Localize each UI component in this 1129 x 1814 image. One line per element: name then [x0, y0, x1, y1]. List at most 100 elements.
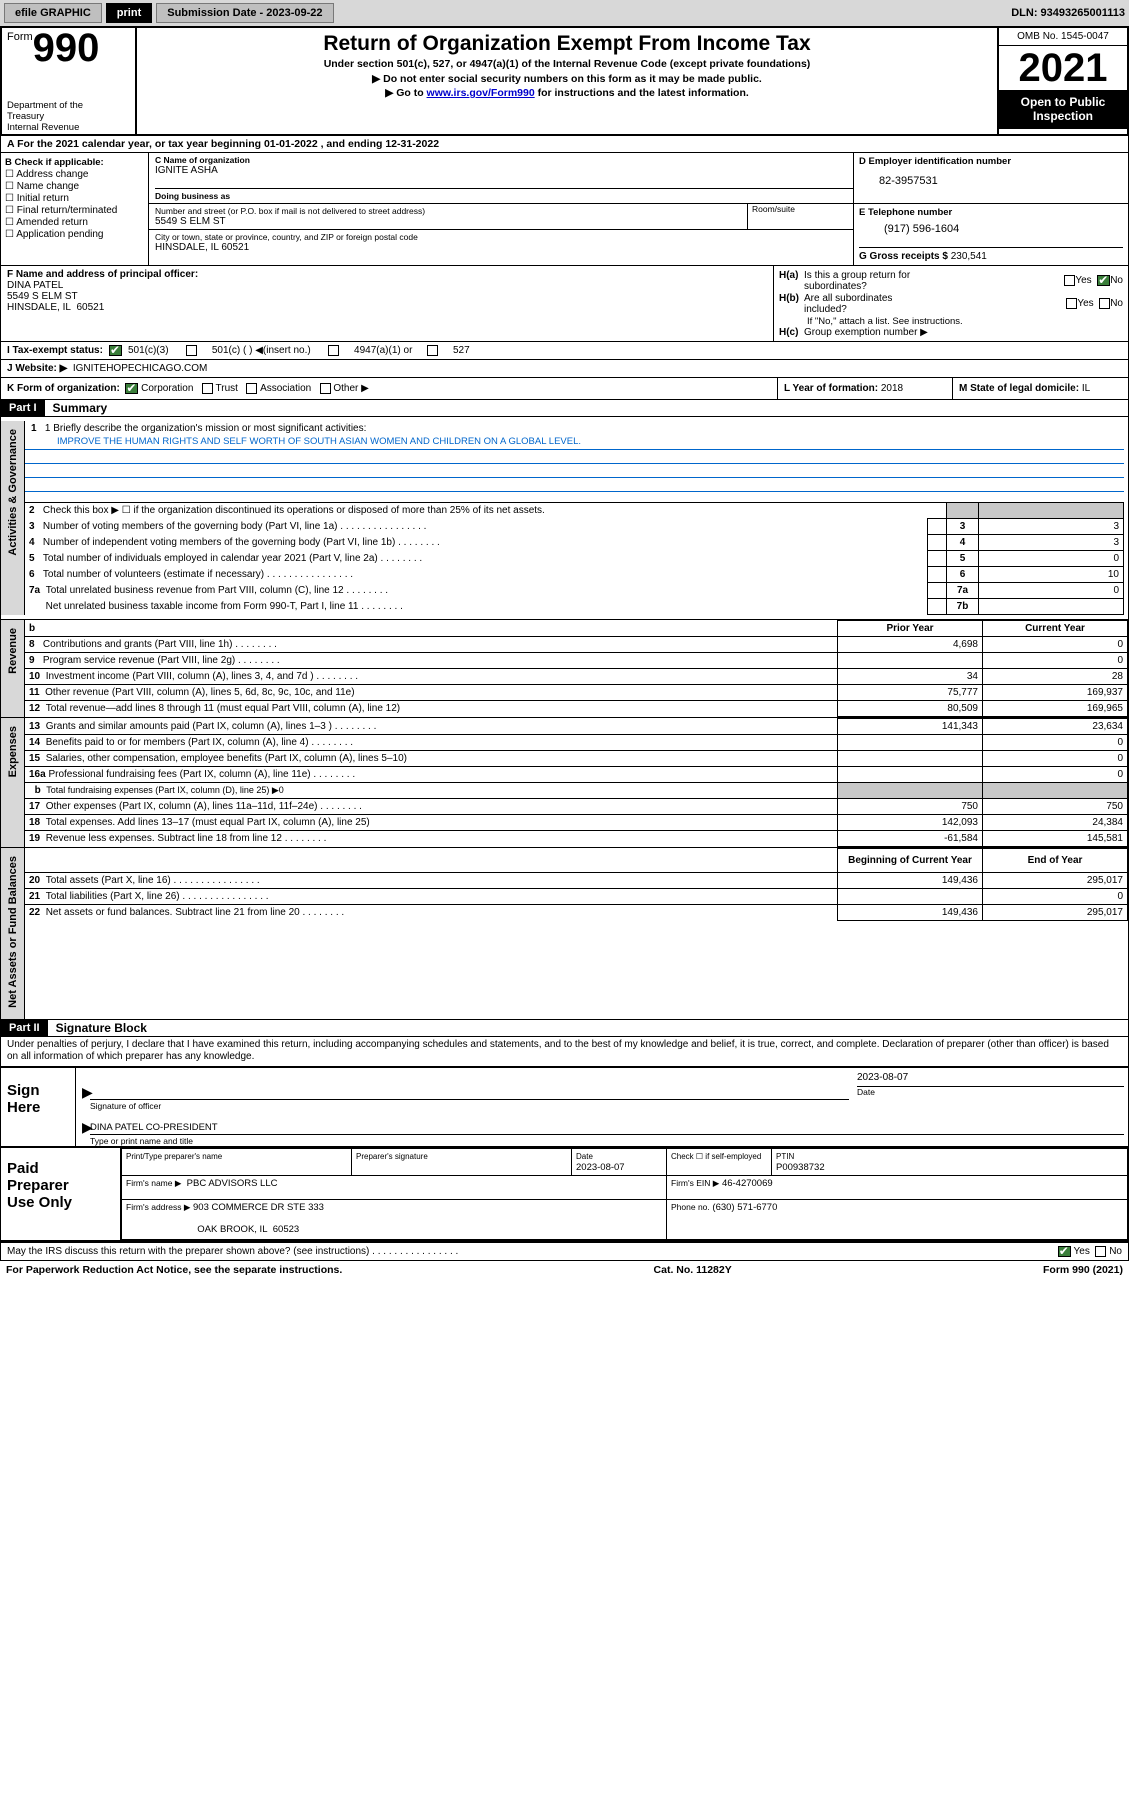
omb-number: OMB No. 1545-0047 — [999, 28, 1127, 46]
klm-row: K Form of organization: Corporation Trus… — [0, 378, 1129, 400]
chk-corporation[interactable] — [125, 383, 138, 394]
k-label: K Form of organization: — [7, 383, 120, 394]
table-row: 17 Other expenses (Part IX, column (A), … — [25, 798, 1128, 814]
hb-yes[interactable] — [1066, 298, 1077, 309]
netassets-block: Net Assets or Fund Balances Beginning of… — [0, 848, 1129, 1020]
ha-label: H(a) Is this a group return for subordin… — [779, 270, 910, 292]
identity-block: B Check if applicable: ☐ Address change … — [0, 153, 1129, 266]
addr-label: Number and street (or P.O. box if mail i… — [155, 206, 747, 216]
chk-501c3[interactable] — [109, 345, 122, 356]
dba-label: Doing business as — [155, 191, 853, 201]
col-b-checkboxes: B Check if applicable: ☐ Address change … — [1, 153, 149, 265]
chk-application-pending[interactable]: ☐ Application pending — [5, 229, 144, 240]
table-row: 19 Revenue less expenses. Subtract line … — [25, 830, 1128, 846]
chk-other[interactable] — [320, 383, 331, 394]
tab-expenses: Expenses — [7, 718, 19, 785]
table-row: 13 Grants and similar amounts paid (Part… — [25, 718, 1128, 734]
form-number: 990 — [33, 26, 100, 70]
tab-revenue: Revenue — [7, 620, 19, 682]
chk-address-change[interactable]: ☐ Address change — [5, 169, 144, 180]
f-h-row: F Name and address of principal officer:… — [0, 266, 1129, 342]
e-label: E Telephone number — [859, 207, 1123, 218]
table-row: 16a Professional fundraising fees (Part … — [25, 766, 1128, 782]
table-row: 20 Total assets (Part X, line 16)149,436… — [25, 872, 1128, 888]
part-ii-header: Part II — [1, 1020, 48, 1036]
form-word: Form — [7, 31, 33, 43]
roomsuite-label: Room/suite — [752, 204, 847, 214]
tax-year: 2021 — [999, 46, 1127, 90]
f-label: F Name and address of principal officer: — [7, 269, 198, 280]
hc-label: H(c) Group exemption number ▶ — [779, 327, 1123, 338]
irs-link[interactable]: www.irs.gov/Form990 — [427, 87, 535, 99]
tab-netassets: Net Assets or Fund Balances — [7, 848, 19, 1016]
irs-yes[interactable] — [1058, 1246, 1071, 1257]
date-label: Date — [857, 1086, 1124, 1097]
part-i-bar: Part I Summary — [0, 400, 1129, 417]
hb-note: If "No," attach a list. See instructions… — [779, 316, 1123, 327]
dept-treasury: Department of theTreasuryInternal Revenu… — [7, 101, 130, 134]
table-row: 15 Salaries, other compensation, employe… — [25, 750, 1128, 766]
mission-label: 1 1 Briefly describe the organization's … — [25, 421, 1124, 436]
website-row: J Website: ▶ IGNITEHOPECHICAGO.COM — [0, 360, 1129, 378]
city-state-zip: HINSDALE, IL 60521 — [155, 242, 847, 253]
hb-no[interactable] — [1099, 298, 1110, 309]
chk-501c[interactable] — [186, 345, 197, 356]
table-row: 3 Number of voting members of the govern… — [25, 518, 1124, 534]
chk-association[interactable] — [246, 383, 257, 394]
part-i-title: Summary — [45, 401, 108, 415]
c-label: C Name of organization — [155, 155, 853, 165]
efile-btn[interactable]: efile GRAPHIC — [4, 3, 102, 23]
chk-amended-return[interactable]: ☐ Amended return — [5, 217, 144, 228]
form-header: Form990 Department of theTreasuryInterna… — [0, 26, 1129, 136]
year-formation: 2018 — [881, 383, 903, 394]
table-row: 7a Total unrelated business revenue from… — [25, 582, 1124, 598]
table-row: 6 Total number of volunteers (estimate i… — [25, 566, 1124, 582]
table-row: 18 Total expenses. Add lines 13–17 (must… — [25, 814, 1128, 830]
ha-no[interactable] — [1097, 275, 1110, 286]
subtitle: Under section 501(c), 527, or 4947(a)(1)… — [143, 58, 991, 70]
preparer-table: Print/Type preparer's name Preparer's si… — [121, 1148, 1128, 1240]
website-value: IGNITEHOPECHICAGO.COM — [73, 363, 207, 374]
table-row: 9 Program service revenue (Part VIII, li… — [25, 652, 1128, 668]
table-row: 22 Net assets or fund balances. Subtract… — [25, 904, 1128, 920]
chk-final-return[interactable]: ☐ Final return/terminated — [5, 205, 144, 216]
chk-527[interactable] — [427, 345, 438, 356]
table-row: 4 Number of independent voting members o… — [25, 534, 1124, 550]
type-name-label: Type or print name and title — [90, 1135, 1124, 1146]
print-btn[interactable]: print — [106, 3, 152, 23]
ssn-warning: ▶ Do not enter social security numbers o… — [143, 73, 991, 85]
irs-discuss-row: May the IRS discuss this return with the… — [0, 1241, 1129, 1261]
table-row: 12 Total revenue—add lines 8 through 11 … — [25, 700, 1128, 716]
signature-block: Under penalties of perjury, I declare th… — [0, 1037, 1129, 1241]
table-row: 14 Benefits paid to or for members (Part… — [25, 734, 1128, 750]
dln: DLN: 93493265001113 — [1011, 7, 1125, 19]
expenses-block: Expenses 13 Grants and similar amounts p… — [0, 718, 1129, 848]
org-name: IGNITE ASHA — [155, 165, 853, 176]
sign-here-label: SignHere — [1, 1068, 76, 1146]
street-address: 5549 S ELM ST — [155, 216, 747, 227]
l-label: L Year of formation: — [784, 383, 878, 394]
table-row: Net unrelated business taxable income fr… — [25, 598, 1124, 614]
goto-line: ▶ Go to www.irs.gov/Form990 for instruct… — [143, 87, 991, 99]
d-label: D Employer identification number — [859, 156, 1123, 167]
revenue-block: Revenue bPrior YearCurrent Year 8 Contri… — [0, 620, 1129, 718]
chk-4947[interactable] — [328, 345, 339, 356]
chk-initial-return[interactable]: ☐ Initial return — [5, 193, 144, 204]
chk-name-change[interactable]: ☐ Name change — [5, 181, 144, 192]
gross-receipts: G Gross receipts $ 230,541 — [859, 247, 1123, 262]
hb-label: H(b) Are all subordinates included? — [779, 293, 892, 315]
ha-yes[interactable] — [1064, 275, 1075, 286]
table-row: b Total fundraising expenses (Part IX, c… — [25, 782, 1128, 798]
table-row: 10 Investment income (Part VIII, column … — [25, 668, 1128, 684]
paid-preparer-label: PaidPreparerUse Only — [1, 1148, 121, 1240]
irs-no[interactable] — [1095, 1246, 1106, 1257]
section-a-year: A For the 2021 calendar year, or tax yea… — [0, 136, 1129, 153]
sig-officer-label: Signature of officer — [90, 1100, 849, 1111]
expenses-table: 13 Grants and similar amounts paid (Part… — [25, 718, 1128, 847]
table-row: 8 Contributions and grants (Part VIII, l… — [25, 636, 1128, 652]
open-public-badge: Open to PublicInspection — [999, 90, 1127, 129]
officer-name: DINA PATEL — [7, 280, 767, 291]
chk-trust[interactable] — [202, 383, 213, 394]
table-row: 11 Other revenue (Part VIII, column (A),… — [25, 684, 1128, 700]
tax-exempt-status: I Tax-exempt status: 501(c)(3) 501(c) ( … — [0, 342, 1129, 360]
